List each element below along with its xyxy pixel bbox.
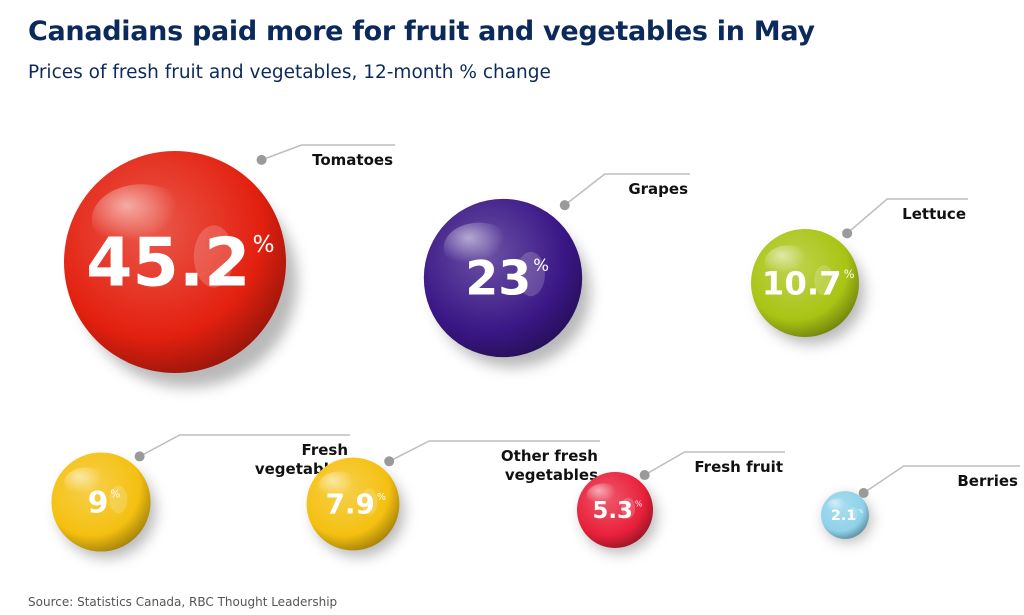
- bubble-label: Lettuce: [902, 205, 966, 223]
- bubble-unit: %: [377, 492, 386, 503]
- chart-subtitle: Prices of fresh fruit and vegetables, 12…: [28, 62, 551, 83]
- bubble-gloss: [586, 483, 621, 508]
- bubble-value: 23: [465, 252, 531, 307]
- leader-line: [261, 144, 395, 161]
- leader-line: [644, 451, 785, 476]
- bubble-value: 9: [88, 485, 109, 520]
- bubble-reflection: [109, 485, 128, 514]
- leader-line: [388, 440, 600, 462]
- bubble-reflection: [814, 265, 834, 296]
- bubble-gloss: [827, 498, 849, 514]
- bubble-0: 45.2 % Tomatoes: [64, 144, 395, 388]
- leader-dot: [858, 487, 869, 498]
- leader-line: [863, 465, 1020, 494]
- leader-line: [139, 434, 350, 458]
- bubble-reflection: [360, 488, 378, 515]
- leader-line: [846, 198, 968, 234]
- leader-dot: [134, 451, 145, 462]
- bubble-unit: %: [635, 500, 643, 509]
- bubble-2: 10.7 % Lettuce: [750, 198, 968, 345]
- bubble-label: Other fresh: [501, 447, 598, 465]
- source-note: Source: Statistics Canada, RBC Thought L…: [28, 595, 338, 609]
- leader-line: [564, 173, 690, 206]
- bubble-value: 2.1: [831, 508, 857, 524]
- bubble-value: 7.9: [326, 488, 375, 521]
- bubble-unit: %: [252, 231, 274, 258]
- bubble-label: Berries: [957, 472, 1018, 490]
- bubble-unit: %: [858, 509, 863, 515]
- bubble-label: Grapes: [628, 180, 688, 198]
- bubble-value: 10.7: [762, 264, 842, 302]
- bubble-label: vegetables: [505, 466, 598, 484]
- bubble-value: 45.2: [86, 223, 250, 301]
- bubble-gloss: [91, 184, 192, 256]
- leader-dot: [842, 228, 853, 239]
- bubble-gloss: [443, 222, 515, 274]
- leader-dot: [639, 470, 650, 481]
- leader-dot: [256, 154, 267, 165]
- bubble-label: Tomatoes: [312, 151, 393, 169]
- bubble-gloss: [63, 467, 109, 500]
- bubble-6: 2.1 % Berries: [821, 465, 1020, 543]
- bubble-reflection: [516, 251, 545, 297]
- bubble-unit: %: [533, 256, 549, 275]
- bubble-unit: %: [844, 268, 855, 281]
- leader-dot: [384, 456, 395, 467]
- bubble-gloss: [318, 471, 360, 502]
- bubble-reflection: [849, 507, 858, 521]
- leader-dot: [559, 200, 570, 211]
- bubble-1: 23 % Grapes: [423, 173, 690, 368]
- bubble-reflection: [621, 497, 636, 519]
- bubble-value: 5.3: [593, 498, 633, 524]
- bubble-label: Fresh fruit: [694, 458, 783, 476]
- bubble-5: 5.3 % Fresh fruit: [576, 451, 785, 553]
- bubble-label: Fresh: [302, 441, 348, 459]
- bubble-unit: %: [110, 489, 120, 501]
- chart-title: Canadians paid more for fruit and vegeta…: [28, 16, 815, 47]
- bubble-reflection: [193, 225, 234, 288]
- bubble-gloss: [764, 245, 814, 280]
